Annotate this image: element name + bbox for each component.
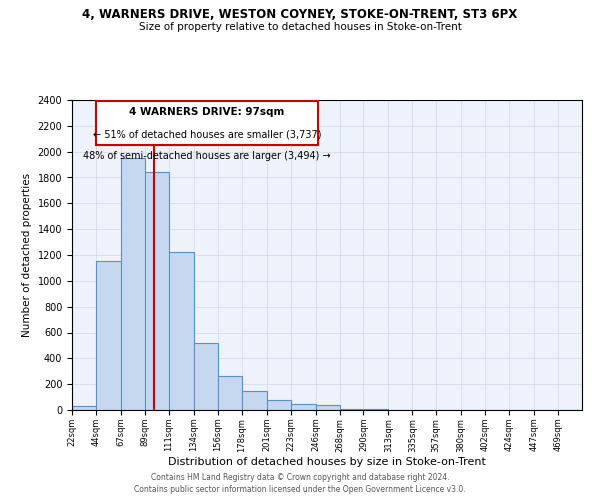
Text: 4, WARNERS DRIVE, WESTON COYNEY, STOKE-ON-TRENT, ST3 6PX: 4, WARNERS DRIVE, WESTON COYNEY, STOKE-O…	[82, 8, 518, 20]
Bar	[72, 406, 96, 410]
Text: Contains HM Land Registry data © Crown copyright and database right 2024.: Contains HM Land Registry data © Crown c…	[151, 472, 449, 482]
Bar	[218, 376, 242, 410]
Bar	[194, 343, 218, 410]
Bar	[242, 391, 266, 410]
Text: Contains public sector information licensed under the Open Government Licence v3: Contains public sector information licen…	[134, 485, 466, 494]
Bar	[169, 252, 194, 410]
Text: Size of property relative to detached houses in Stoke-on-Trent: Size of property relative to detached ho…	[139, 22, 461, 32]
Bar	[266, 400, 290, 410]
Text: 4 WARNERS DRIVE: 97sqm: 4 WARNERS DRIVE: 97sqm	[129, 108, 284, 118]
Bar	[340, 408, 364, 410]
Bar	[364, 409, 388, 410]
Bar	[316, 406, 340, 410]
Bar	[145, 172, 169, 410]
X-axis label: Distribution of detached houses by size in Stoke-on-Trent: Distribution of detached houses by size …	[168, 457, 486, 467]
FancyBboxPatch shape	[96, 102, 318, 145]
Bar	[290, 404, 316, 410]
Text: 48% of semi-detached houses are larger (3,494) →: 48% of semi-detached houses are larger (…	[83, 151, 331, 161]
Y-axis label: Number of detached properties: Number of detached properties	[22, 173, 32, 337]
Bar	[121, 158, 145, 410]
Bar	[96, 262, 121, 410]
Text: ← 51% of detached houses are smaller (3,737): ← 51% of detached houses are smaller (3,…	[92, 129, 321, 139]
